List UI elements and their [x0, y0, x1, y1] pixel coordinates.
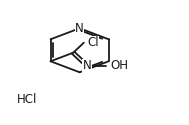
Text: OH: OH [110, 59, 128, 72]
Text: HCl: HCl [17, 93, 38, 106]
Text: Cl: Cl [88, 36, 99, 49]
Text: N: N [83, 59, 91, 72]
Text: N: N [75, 22, 84, 35]
